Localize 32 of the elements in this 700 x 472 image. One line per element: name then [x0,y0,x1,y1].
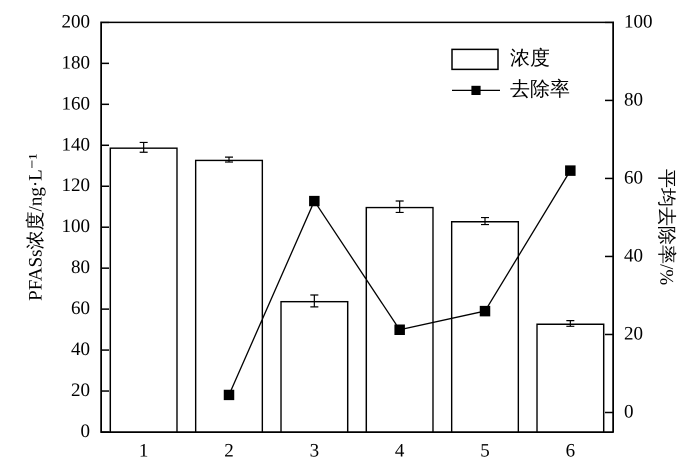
y-tick-label: 200 [62,11,90,32]
y-tick-label: 40 [71,339,90,360]
y-tick-label: 0 [80,420,90,442]
y2-tick-label: 20 [624,323,643,344]
point [565,165,576,176]
y-axis-title: PFASs浓度/ng·L⁻¹ [24,153,46,301]
x-tick-label: 1 [138,440,148,462]
y2-tick-label: 0 [624,401,634,422]
x-tick-label: 4 [394,440,405,462]
y-tick-label: 140 [62,134,90,156]
y-tick-label: 80 [71,257,90,278]
y-tick-label: 20 [71,380,90,402]
y-tick-label: 100 [62,216,90,238]
point [224,390,234,400]
x-tick-label: 3 [310,440,320,462]
point [394,324,405,336]
y2-axis-title: 平均去除率/% [656,169,678,286]
x-tick-label: 2 [224,440,234,462]
y-tick-label: 120 [62,175,90,196]
y2-tick-label: 80 [624,89,643,110]
point [309,196,320,206]
legend-label: 浓度 [510,48,550,70]
x-tick-label: 6 [566,440,576,462]
y-tick-label: 160 [62,93,90,114]
y2-tick-label: 40 [624,245,643,266]
legend-label: 去除率 [510,78,570,101]
point [480,306,490,316]
y-tick-label: 60 [71,298,90,320]
y2-tick-label: 100 [624,11,652,32]
y-tick-label: 180 [62,52,90,74]
x-tick-label: 5 [480,440,490,462]
y2-tick-label: 60 [624,167,643,188]
